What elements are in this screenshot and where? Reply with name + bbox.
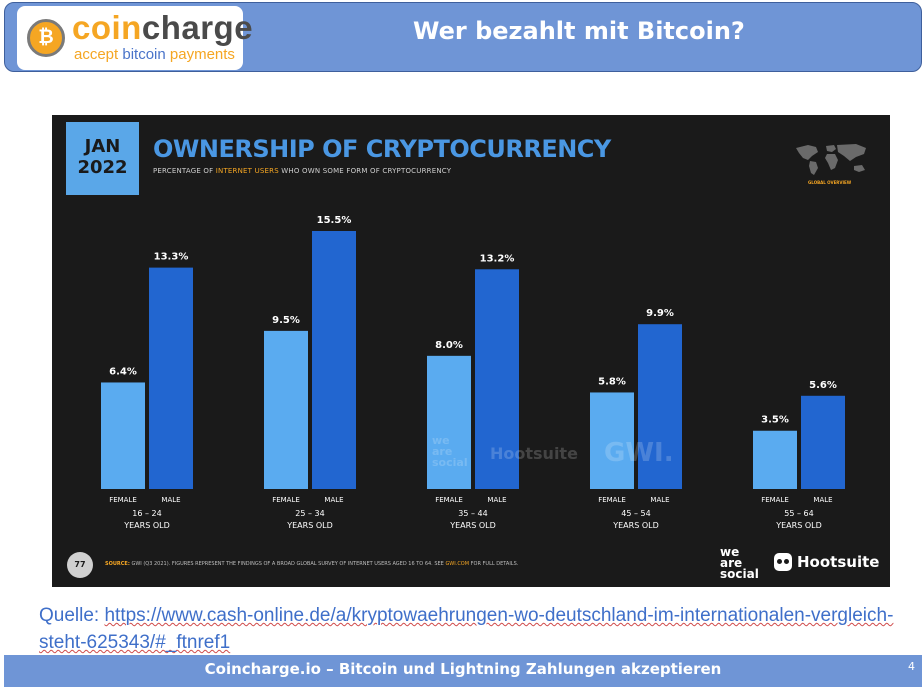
data-label-female-2: 9.5%: [272, 315, 300, 326]
source-link[interactable]: https://www.cash-online.de/a/kryptowaehr…: [39, 605, 894, 653]
data-label-male-3: 13.2%: [480, 253, 515, 264]
data-label-female-4: 5.8%: [598, 376, 626, 387]
gwi-watermark: GWI.: [604, 438, 674, 468]
date-badge: JAN 2022: [66, 122, 139, 195]
category-label-1: 16 – 24: [132, 509, 161, 518]
coincharge-logo[interactable]: coincharge accept bitcoin payments: [17, 6, 253, 70]
category-label-2: 25 – 34: [295, 509, 324, 518]
source-prefix: Quelle:: [39, 605, 105, 626]
slide-header: coincharge accept bitcoin payments Wer b…: [4, 2, 922, 72]
we-are-social-watermark: we are social: [432, 434, 468, 469]
bar-female-3: [427, 355, 471, 489]
hootsuite-watermark: Hootsuite: [490, 444, 578, 463]
category-suffix-1: YEARS OLD: [123, 521, 170, 530]
bar-male-3: [475, 269, 519, 489]
data-label-female-3: 8.0%: [435, 340, 463, 351]
bar-male-5: [801, 395, 845, 489]
series-label-female-1: FEMALE: [109, 496, 137, 504]
logo-wordmark: coincharge: [72, 9, 254, 46]
series-label-male-5: MALE: [813, 496, 832, 504]
page-number-badge: 77: [67, 552, 93, 578]
data-label-male-4: 9.9%: [646, 308, 674, 319]
data-label-male-1: 13.3%: [154, 252, 189, 263]
series-label-male-4: MALE: [650, 496, 669, 504]
footer-text: Coincharge.io – Bitcoin und Lightning Za…: [204, 660, 722, 678]
series-label-male-3: MALE: [487, 496, 506, 504]
data-label-female-5: 3.5%: [761, 415, 789, 426]
series-label-female-4: FEMALE: [598, 496, 626, 504]
slide-footer: Coincharge.io – Bitcoin und Lightning Za…: [4, 655, 922, 687]
slide-title: Wer bezahlt mit Bitcoin?: [413, 17, 745, 45]
category-suffix-3: YEARS OLD: [449, 521, 496, 530]
category-suffix-2: YEARS OLD: [286, 521, 333, 530]
chart-panel: JAN 2022 OWNERSHIP OF CRYPTOCURRENCY PER…: [52, 115, 890, 587]
bar-female-2: [264, 330, 308, 489]
chart-source-note: SOURCE: GWI (Q3 2021). FIGURES REPRESENT…: [105, 561, 519, 567]
category-label-3: 35 – 44: [458, 509, 487, 518]
data-label-male-2: 15.5%: [317, 215, 352, 226]
series-label-female-2: FEMALE: [272, 496, 300, 504]
chart-title: OWNERSHIP OF CRYPTOCURRENCY: [153, 135, 611, 163]
category-suffix-4: YEARS OLD: [612, 521, 659, 530]
data-label-male-5: 5.6%: [809, 380, 837, 391]
date-year: 2022: [77, 157, 128, 178]
series-label-male-2: MALE: [324, 496, 343, 504]
global-overview-label: GLOBAL OVERVIEW: [808, 180, 852, 185]
bitcoin-coin-icon: [27, 19, 65, 57]
date-month: JAN: [84, 136, 121, 157]
hootsuite-owl-icon: [774, 553, 792, 571]
bar-female-4: [590, 392, 634, 489]
hootsuite-logo: Hootsuite: [797, 553, 880, 571]
we-are-social-logo: we are social: [720, 545, 759, 581]
bar-female-1: [101, 382, 145, 489]
series-label-female-5: FEMALE: [761, 496, 789, 504]
bar-female-5: [753, 430, 797, 489]
world-map-icon: [796, 144, 866, 175]
chart-subtitle: PERCENTAGE OF INTERNET USERS WHO OWN SOM…: [153, 167, 452, 175]
category-suffix-5: YEARS OLD: [775, 521, 822, 530]
logo-tagline: accept bitcoin payments: [74, 46, 235, 63]
bar-male-2: [312, 231, 356, 489]
series-label-female-3: FEMALE: [435, 496, 463, 504]
source-citation: Quelle: https://www.cash-online.de/a/kry…: [39, 602, 899, 656]
series-label-male-1: MALE: [161, 496, 180, 504]
bar-male-1: [149, 267, 193, 489]
data-label-female-1: 6.4%: [109, 366, 137, 377]
slide-number: 4: [908, 660, 915, 673]
bar-male-4: [638, 324, 682, 489]
category-label-5: 55 – 64: [784, 509, 813, 518]
category-label-4: 45 – 54: [621, 509, 650, 518]
